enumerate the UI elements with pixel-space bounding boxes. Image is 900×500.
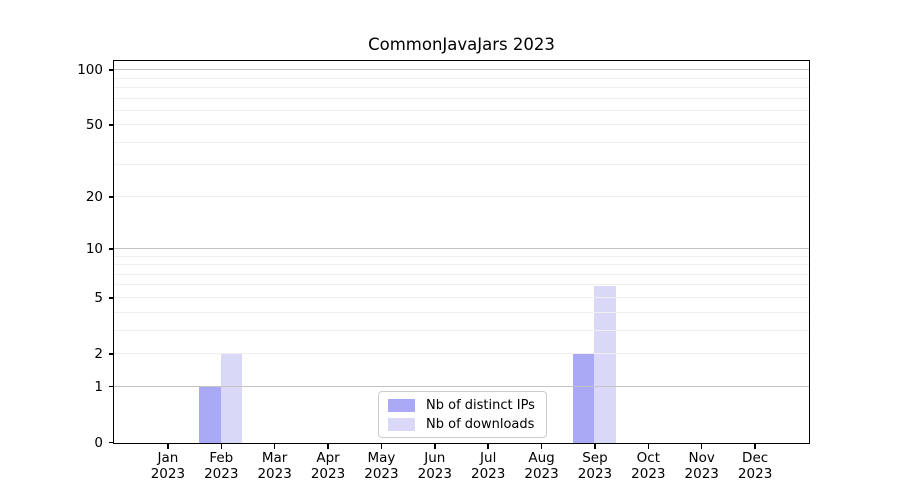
minor-gridline-90: [114, 77, 809, 79]
plot-area: Nb of distinct IPs Nb of downloads: [113, 60, 810, 444]
x-tick-jan: [167, 444, 169, 449]
x-tick-label-jul: Jul 2023: [471, 450, 506, 482]
x-tick-apr: [327, 444, 329, 449]
x-tick-label-sep: Sep 2023: [577, 450, 613, 482]
minor-gridline-40: [114, 141, 809, 143]
chart-title: CommonJavaJars 2023: [368, 35, 555, 54]
legend-label-distinct-ips: Nb of distinct IPs: [426, 398, 535, 413]
bars-layer: [114, 61, 809, 443]
x-tick-may: [380, 444, 383, 449]
minor-gridline-2: [114, 352, 809, 354]
y-tick-1: [108, 385, 113, 388]
bar-downloads-feb: [220, 354, 243, 443]
x-tick-jul: [487, 444, 489, 449]
legend-item-downloads: Nb of downloads: [379, 415, 546, 434]
minor-gridline-8: [114, 264, 809, 266]
legend-swatch-downloads: [388, 418, 415, 431]
x-tick-aug: [540, 444, 543, 449]
minor-gridline-5: [114, 296, 809, 298]
x-tick-nov: [700, 444, 703, 449]
legend-label-downloads: Nb of downloads: [426, 417, 535, 432]
y-tick-20: [108, 196, 113, 198]
legend: Nb of distinct IPs Nb of downloads: [378, 391, 547, 438]
y-tick-0: [108, 441, 113, 444]
y-tick-10: [108, 248, 113, 250]
minor-gridline-9: [114, 255, 809, 257]
major-gridline-100: [114, 69, 809, 71]
x-tick-label-apr: Apr 2023: [310, 450, 346, 482]
y-tick-label-50: 50: [85, 117, 103, 134]
x-tick-label-oct: Oct 2023: [631, 450, 666, 482]
y-tick-label-20: 20: [85, 188, 103, 205]
legend-item-distinct-ips: Nb of distinct IPs: [379, 396, 546, 415]
y-tick-label-0: 0: [94, 434, 103, 451]
x-tick-label-aug: Aug 2023: [524, 450, 559, 482]
legend-swatch-distinct-ips: [388, 399, 415, 412]
x-tick-dec: [754, 444, 756, 449]
x-tick-feb: [220, 444, 223, 449]
bar-downloads-sep: [594, 285, 616, 443]
minor-gridline-50: [114, 124, 809, 126]
y-tick-100: [108, 69, 113, 71]
minor-gridline-20: [114, 195, 809, 197]
y-tick-label-10: 10: [85, 241, 103, 257]
major-gridline-10: [114, 248, 809, 249]
x-tick-label-mar: Mar 2023: [257, 450, 292, 482]
minor-gridline-7: [114, 273, 809, 275]
major-gridline-1: [114, 385, 809, 387]
y-tick-2: [108, 353, 113, 355]
y-tick-label-5: 5: [94, 289, 103, 306]
y-tick-50: [108, 124, 113, 126]
y-tick-label-2: 2: [94, 345, 103, 362]
minor-gridline-80: [114, 86, 809, 88]
minor-gridline-30: [114, 164, 809, 166]
minor-gridline-6: [114, 284, 809, 286]
gridlines-layer: [114, 61, 809, 443]
y-tick-5: [108, 297, 113, 299]
x-tick-label-jan: Jan 2023: [150, 450, 186, 482]
x-tick-label-jun: Jun 2023: [417, 450, 452, 482]
x-tick-sep: [594, 444, 596, 449]
minor-gridline-70: [114, 97, 809, 99]
x-tick-mar: [273, 444, 276, 449]
bar-distinct-ips-feb: [199, 387, 221, 443]
x-tick-jun: [434, 444, 436, 449]
x-tick-label-dec: Dec 2023: [737, 450, 773, 482]
x-tick-label-feb: Feb 2023: [204, 450, 239, 482]
minor-gridline-3: [114, 329, 809, 331]
x-tick-label-may: May 2023: [364, 450, 399, 482]
y-tick-label-100: 100: [77, 62, 103, 79]
y-tick-label-1: 1: [94, 378, 103, 395]
minor-gridline-4: [114, 311, 809, 313]
x-tick-oct: [647, 444, 650, 449]
x-tick-label-nov: Nov 2023: [684, 450, 719, 482]
bar-distinct-ips-sep: [573, 354, 595, 443]
minor-gridline-60: [114, 109, 809, 111]
